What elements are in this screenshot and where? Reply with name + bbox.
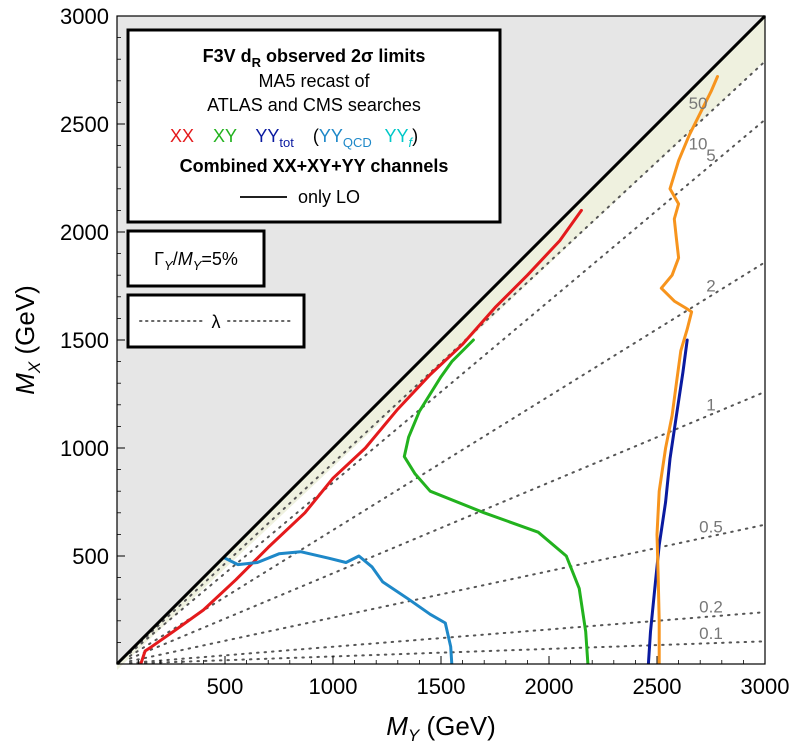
legend-entry-yytot: YY bbox=[255, 126, 279, 146]
y-tick-label: 1500 bbox=[60, 328, 109, 353]
x-tick-label: 1500 bbox=[417, 674, 466, 699]
lambda-box: λ bbox=[126, 293, 306, 349]
series-xy bbox=[402, 338, 590, 664]
lambda-contour-2 bbox=[128, 118, 765, 655]
legend-line2: MA5 recast of bbox=[258, 71, 370, 91]
y-axis-ticks: 500 1000 1500 2000 2500 3000 bbox=[60, 4, 125, 643]
lambda-label-1: 10 bbox=[689, 135, 708, 154]
lambda-label-3: 2 bbox=[706, 277, 715, 296]
legend-box: F3V dR observed 2σ limits MA5 recast of … bbox=[126, 28, 502, 224]
lambda-box-label: λ bbox=[212, 312, 221, 332]
y-tick-label: 2000 bbox=[60, 220, 109, 245]
lambda-contour-4 bbox=[128, 390, 765, 660]
legend-entry-xy: XY bbox=[213, 126, 237, 146]
lambda-label-7: 0.1 bbox=[699, 624, 723, 643]
legend-entry-yyf: YY bbox=[385, 126, 409, 146]
lambda-contour-6 bbox=[128, 611, 765, 664]
lambda-label-4: 1 bbox=[706, 396, 715, 415]
legend-channels: XX XY YYtot (YYQCD YYf) bbox=[170, 126, 418, 151]
lambda-contour-7 bbox=[128, 640, 765, 664]
legend-title: F3V dR observed 2σ limits bbox=[203, 46, 426, 70]
lambda-contour-1 bbox=[128, 60, 765, 653]
width-box: ΓY/MY=5% bbox=[126, 229, 266, 288]
lo-diagonal-line bbox=[115, 14, 767, 666]
lambda-label-5: 0.5 bbox=[699, 517, 723, 536]
lambda-labels: 50 105 2 1 0.5 0.2 0.1 bbox=[689, 94, 723, 643]
legend-line3: ATLAS and CMS searches bbox=[207, 95, 421, 115]
x-tick-label: 2000 bbox=[525, 674, 574, 699]
y-axis-title: MX (GeV) bbox=[10, 285, 44, 395]
legend-combined: Combined XX+XY+YY channels bbox=[180, 156, 449, 176]
y-tick-label: 2500 bbox=[60, 112, 109, 137]
x-axis-title: MY (GeV) bbox=[386, 711, 496, 745]
series-yy-tot bbox=[646, 338, 689, 664]
y-tick-label: 3000 bbox=[60, 4, 109, 29]
lambda-label-6: 0.2 bbox=[699, 597, 723, 616]
x-tick-label: 1000 bbox=[309, 674, 358, 699]
y-tick-label: 500 bbox=[72, 544, 109, 569]
x-tick-label: 500 bbox=[207, 674, 244, 699]
mx-equals-my-line bbox=[115, 14, 767, 666]
limit-curves bbox=[139, 75, 719, 664]
x-tick-label: 3000 bbox=[741, 674, 790, 699]
width-ratio: ΓY/MY=5% bbox=[154, 249, 238, 273]
y-tick-label: 1000 bbox=[60, 436, 109, 461]
legend-entry-yyqcd: YY bbox=[319, 126, 343, 146]
x-axis-ticks: 500 1000 1500 2000 2500 3000 bbox=[138, 656, 790, 699]
series-xx bbox=[139, 208, 583, 664]
series-yy-qcd bbox=[223, 550, 454, 664]
legend-lo-label: only LO bbox=[298, 187, 360, 207]
lambda-contour-3 bbox=[128, 261, 765, 657]
lambda-label-0: 50 bbox=[689, 94, 708, 113]
x-tick-label: 2500 bbox=[633, 674, 682, 699]
lambda-label-2: 5 bbox=[706, 146, 715, 165]
legend-entry-xx: XX bbox=[170, 126, 194, 146]
series-combined bbox=[655, 75, 719, 664]
